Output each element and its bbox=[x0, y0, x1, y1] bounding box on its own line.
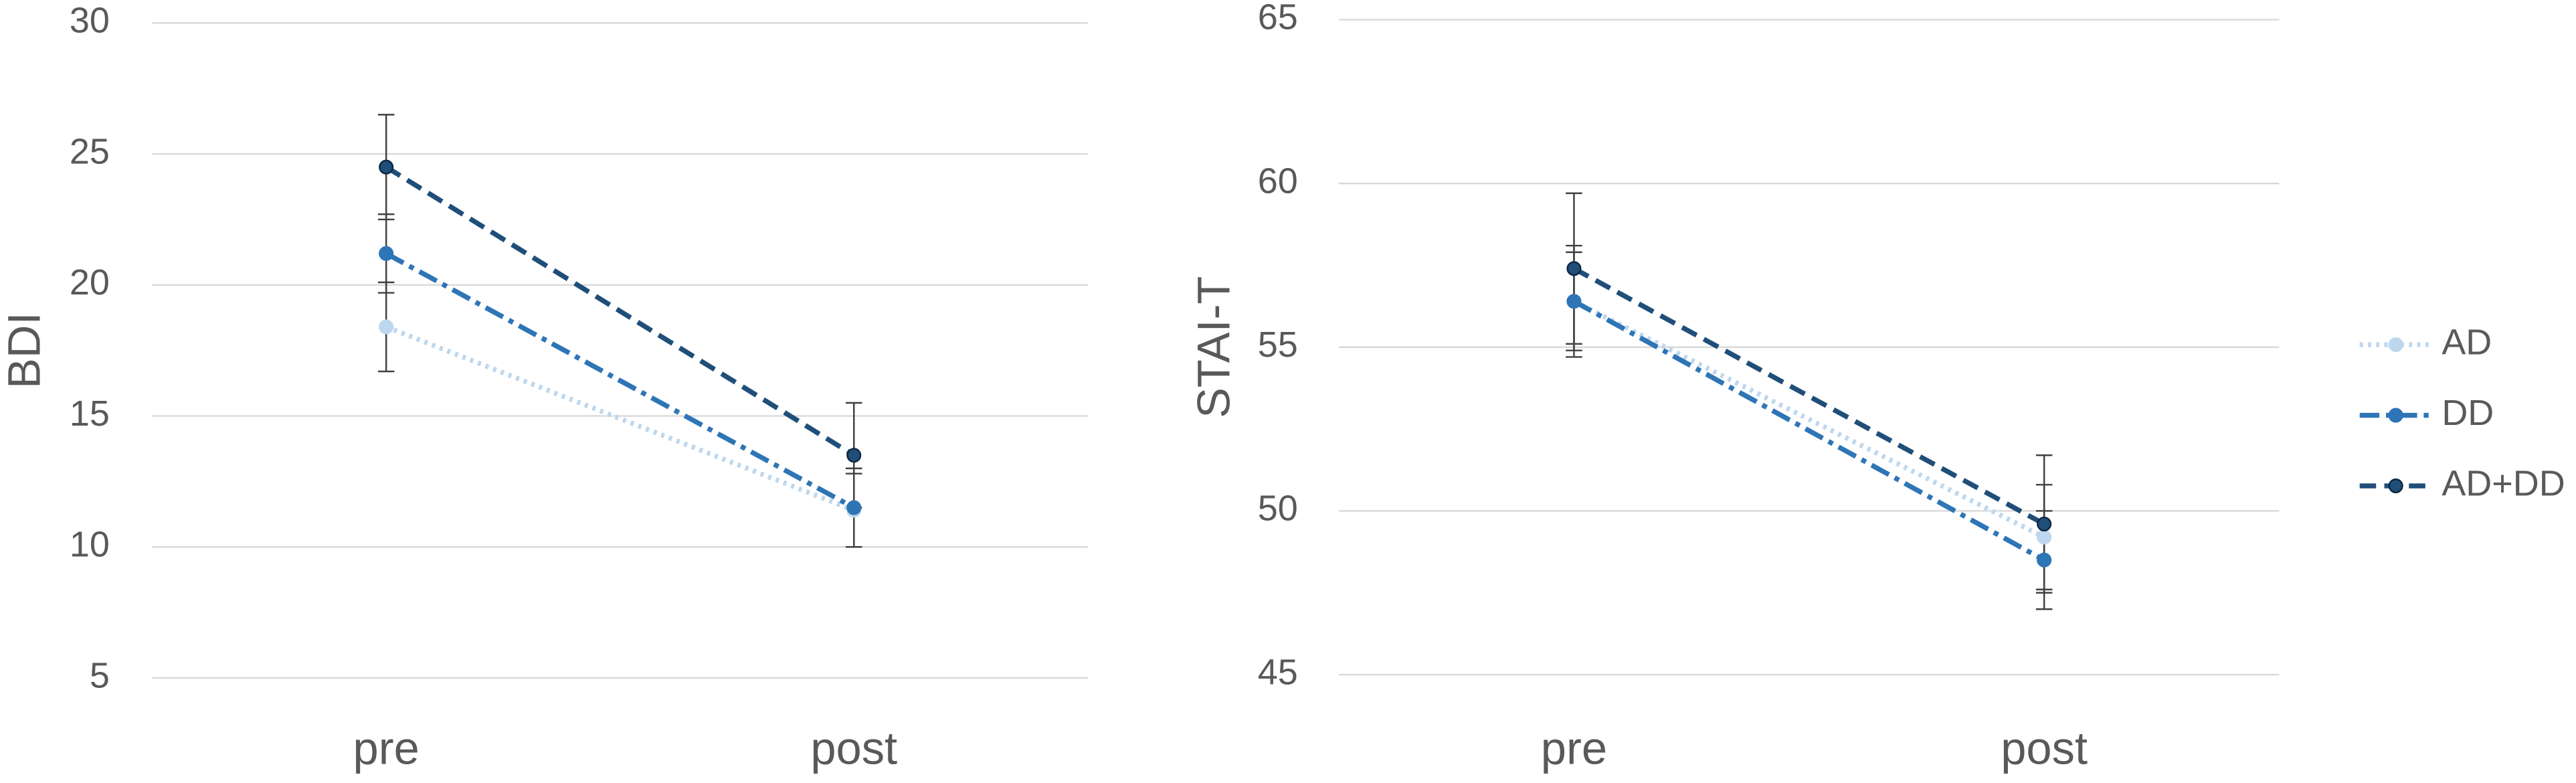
legend-marker bbox=[2388, 337, 2403, 353]
y-tick-label: 50 bbox=[1258, 489, 1298, 529]
x-tick-label: pre bbox=[1541, 723, 1607, 774]
legend-marker bbox=[2388, 478, 2403, 494]
series-line bbox=[385, 251, 855, 510]
data-point bbox=[846, 500, 862, 515]
data-point bbox=[379, 159, 394, 175]
legend-label: AD bbox=[2442, 322, 2492, 362]
data-point bbox=[846, 448, 862, 463]
legend-label: DD bbox=[2442, 393, 2494, 433]
y-tick-label: 45 bbox=[1258, 652, 1298, 692]
data-point bbox=[2037, 552, 2052, 568]
y-tick-label: 65 bbox=[1258, 0, 1298, 37]
series-line bbox=[385, 325, 855, 513]
x-tick-label: post bbox=[2001, 723, 2088, 774]
y-tick-label: 15 bbox=[70, 394, 110, 434]
y-axis-title: STAI-T bbox=[1188, 276, 1240, 418]
y-tick-label: 5 bbox=[90, 655, 110, 695]
y-axis-title: BDI bbox=[0, 312, 50, 388]
legend-label: AD+DD bbox=[2442, 463, 2565, 503]
series-line bbox=[1572, 299, 2045, 563]
legend-marker bbox=[2388, 408, 2403, 423]
data-point bbox=[379, 319, 394, 335]
x-tick-label: post bbox=[810, 723, 897, 774]
y-tick-label: 20 bbox=[70, 262, 110, 302]
series-line bbox=[1572, 266, 2045, 527]
series-line bbox=[385, 165, 856, 458]
y-tick-label: 30 bbox=[70, 1, 110, 41]
series-line bbox=[1572, 298, 2045, 539]
x-tick-label: pre bbox=[353, 723, 420, 774]
data-point bbox=[1566, 261, 1582, 276]
data-point bbox=[1566, 294, 1582, 309]
data-point bbox=[2037, 516, 2052, 532]
data-point bbox=[379, 246, 394, 261]
y-tick-label: 55 bbox=[1258, 325, 1298, 365]
data-point bbox=[2037, 529, 2052, 545]
y-tick-label: 25 bbox=[70, 131, 110, 171]
y-tick-label: 60 bbox=[1258, 161, 1298, 201]
y-tick-label: 10 bbox=[70, 525, 110, 565]
